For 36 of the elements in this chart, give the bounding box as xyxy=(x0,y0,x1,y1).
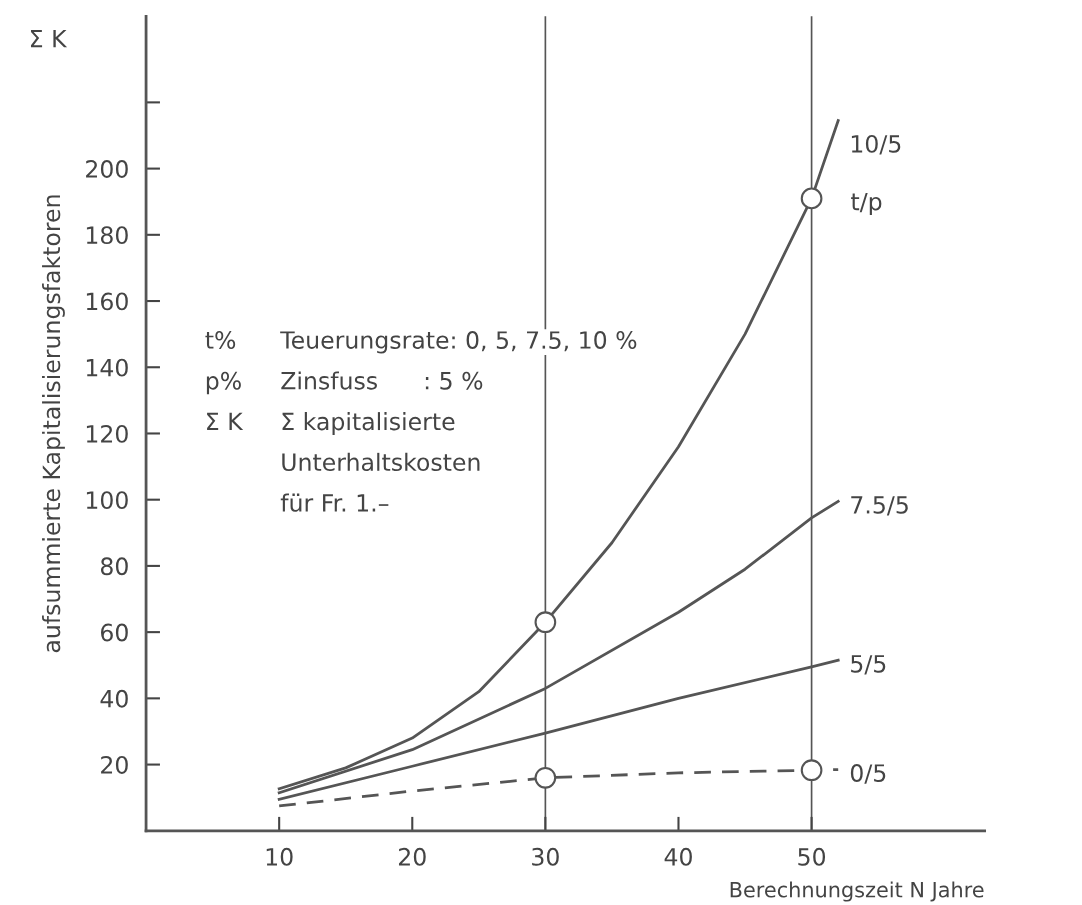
series-label: 7.5/5 xyxy=(851,496,908,516)
annotation: p% xyxy=(206,371,241,395)
y-tick-label: 180 xyxy=(86,226,128,245)
y-tick-label: 120 xyxy=(86,424,128,443)
series-label: 5/5 xyxy=(851,655,886,675)
y-tick-label: 20 xyxy=(101,756,128,774)
x-axis-title: Berechnungszeit N Jahre xyxy=(730,881,984,902)
y-tick-label: 100 xyxy=(86,491,128,509)
x-tick-label: 10 xyxy=(266,847,293,866)
y-axis-title: aufsummierte Kapitalisierungsfaktoren xyxy=(42,195,65,653)
x-tick-label: 50 xyxy=(798,847,826,866)
annotation: für Fr. 1.– xyxy=(280,493,389,512)
y-tick-label: 80 xyxy=(100,557,128,576)
annotation: Σ K xyxy=(207,412,244,431)
annotation: Zinsfuss : 5 % xyxy=(281,371,483,390)
x-tick-label: 40 xyxy=(664,847,692,866)
y-tick-label: 200 xyxy=(86,160,128,178)
point xyxy=(800,187,823,210)
series-label: 10/5 xyxy=(851,134,901,155)
y-tick-label: 140 xyxy=(86,358,128,377)
y-tick-label: 40 xyxy=(100,689,128,708)
point xyxy=(534,766,557,789)
line-series xyxy=(277,119,840,791)
annotation: Unterhaltskosten xyxy=(282,452,480,472)
series-label: 0/5 xyxy=(850,764,886,784)
x-tick-label: 30 xyxy=(532,847,559,866)
x-tick-label: 20 xyxy=(398,847,426,866)
point xyxy=(534,611,557,634)
text: Σ K xyxy=(30,30,68,48)
y-tick-label: 60 xyxy=(101,623,128,642)
annotation: t% xyxy=(205,331,236,349)
y-tick-label: 160 xyxy=(86,292,128,311)
annotation: t/p xyxy=(851,192,882,216)
point xyxy=(800,759,823,782)
annotation: Σ kapitalisierte xyxy=(282,412,455,435)
annotation: Teuerungsrate: 0, 5, 7.5, 10 % xyxy=(280,331,637,354)
